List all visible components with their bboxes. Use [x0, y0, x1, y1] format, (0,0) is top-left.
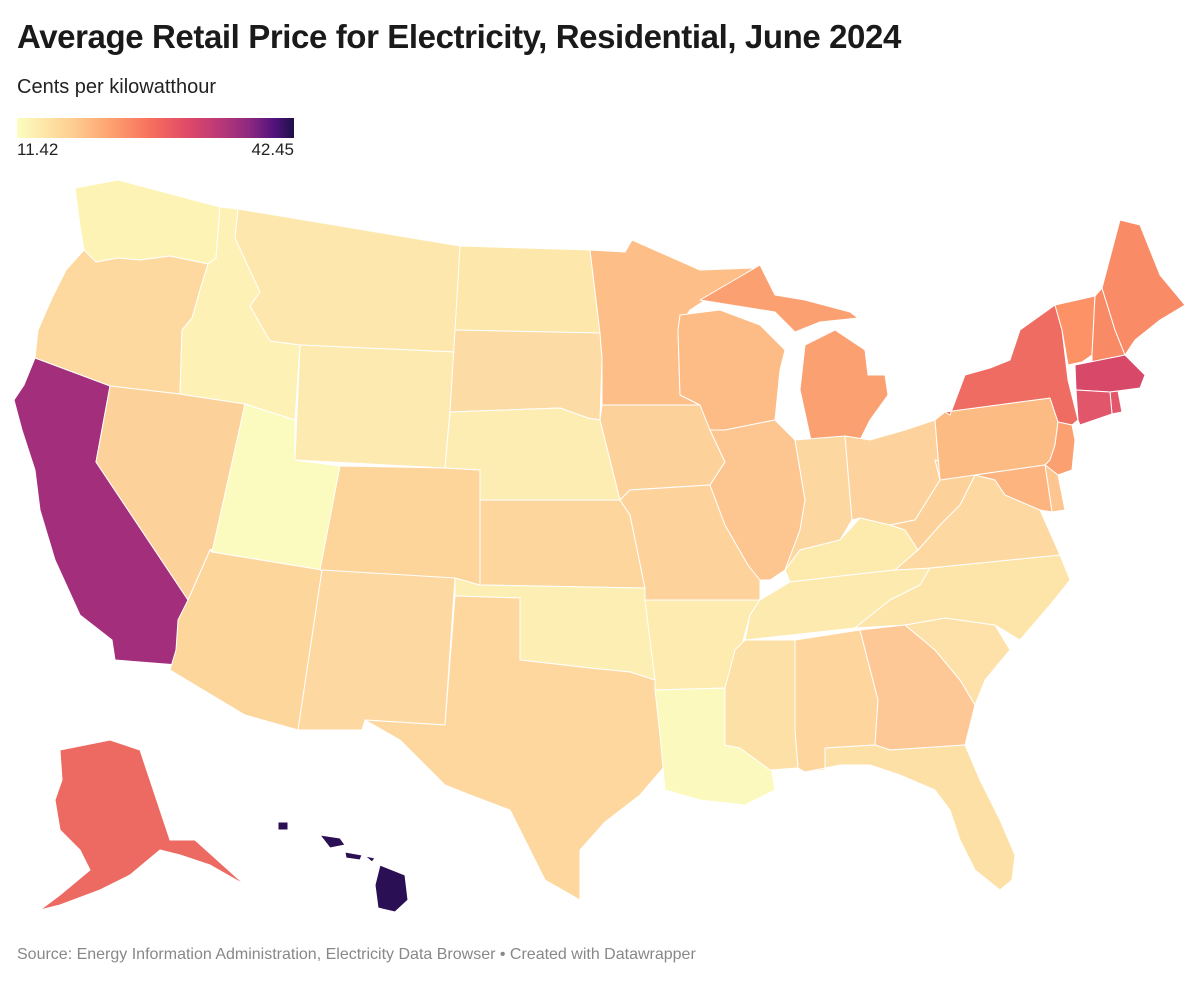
state-hi — [277, 821, 409, 913]
state-wy — [294, 344, 456, 469]
state-wv — [889, 459, 976, 551]
state-wa — [74, 179, 221, 265]
state-me — [1101, 219, 1186, 356]
state-md — [974, 464, 1053, 513]
state-shape-nd — [454, 245, 601, 334]
state-ms — [724, 639, 799, 771]
state-ct — [1075, 389, 1113, 426]
state-shape-ny — [944, 304, 1079, 426]
state-shape-sd — [449, 329, 603, 421]
us-choropleth-map — [13, 179, 1186, 913]
state-shape-nc — [854, 554, 1071, 641]
state-shape-hi — [364, 855, 376, 863]
state-mi — [699, 264, 889, 446]
legend-min-label: 11.42 — [17, 140, 59, 159]
state-shape-fl — [804, 744, 1016, 891]
state-shape-me — [1101, 219, 1186, 356]
state-shape-ct — [1075, 389, 1113, 426]
state-ny — [944, 304, 1079, 426]
state-sd — [449, 329, 603, 421]
state-shape-wv — [889, 459, 976, 551]
legend-labels: 11.42 42.45 — [17, 140, 294, 162]
state-shape-nm — [297, 569, 456, 731]
state-shape-md — [974, 464, 1053, 513]
state-ma — [1074, 354, 1146, 393]
state-shape-ks — [479, 499, 646, 589]
state-shape-mi — [799, 329, 889, 446]
legend-max-label: 42.45 — [251, 140, 294, 159]
source-note: Source: Energy Information Administratio… — [17, 946, 696, 963]
state-nm — [297, 569, 456, 731]
state-tx — [364, 595, 671, 901]
state-ak — [39, 739, 246, 911]
state-shape-mi — [699, 264, 859, 333]
state-fl — [804, 744, 1016, 891]
state-shape-ms — [724, 639, 799, 771]
state-nd — [454, 245, 601, 334]
state-mt — [234, 208, 461, 353]
chart-subtitle: Cents per kilowatthour — [17, 76, 216, 98]
state-shape-hi — [344, 851, 363, 861]
state-shape-hi — [319, 834, 346, 849]
state-ks — [479, 499, 646, 589]
legend-gradient-bar — [17, 118, 294, 138]
state-shape-wa — [74, 179, 221, 265]
state-shape-hi — [277, 821, 289, 831]
state-co — [319, 465, 481, 586]
state-shape-hi — [374, 864, 409, 913]
state-shape-co — [319, 465, 481, 586]
state-shape-mt — [234, 208, 461, 353]
state-shape-wy — [294, 344, 456, 469]
state-nc — [854, 554, 1071, 641]
color-legend: 11.42 42.45 — [17, 118, 294, 162]
state-shape-ak — [39, 739, 246, 911]
chart-title: Average Retail Price for Electricity, Re… — [17, 18, 901, 55]
state-shape-tx — [364, 595, 671, 901]
state-shape-ma — [1074, 354, 1146, 393]
